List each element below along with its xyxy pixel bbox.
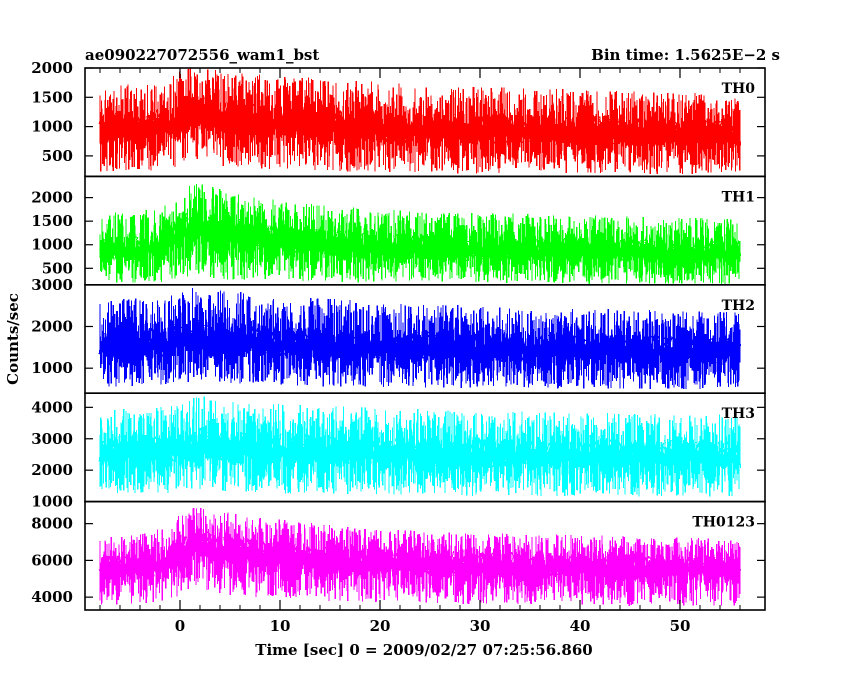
series-th2 xyxy=(98,288,742,390)
panel-0-y-tick-label-3: 2000 xyxy=(31,59,73,77)
panel-th1: 500 1000 1500 2000 TH1 xyxy=(31,175,766,286)
series-th0123-trace xyxy=(98,508,742,606)
panel-3-y-tick-label-2: 3000 xyxy=(31,430,73,448)
x-tick-label-0: 0 xyxy=(175,617,185,635)
chart-title: ae090227072556_wam1_bst xyxy=(85,46,319,64)
x-tick-label-1: 10 xyxy=(270,617,291,635)
y-axis-label: Counts/sec xyxy=(4,293,22,385)
panel-1-y-tick-label-1: 1000 xyxy=(31,236,73,254)
x-tick-label-4: 40 xyxy=(570,617,591,635)
series-th0123 xyxy=(98,508,742,606)
panel-1-series-label: TH1 xyxy=(722,189,755,205)
series-th0 xyxy=(98,68,742,175)
panel-4-y-tick-label-2: 8000 xyxy=(31,515,73,533)
panel-4-series-label: TH0123 xyxy=(692,515,755,531)
x-axis-label: Time [sec] 0 = 2009/02/27 07:25:56.860 xyxy=(255,641,592,659)
x-tick-label-5: 50 xyxy=(670,617,691,635)
panel-2-y-tick-label-2: 3000 xyxy=(31,276,73,294)
panel-1-y-tick-label-0: 500 xyxy=(42,259,73,277)
chart-group: ae090227072556_wam1_bst Bin time: 1.5625E… xyxy=(4,46,780,659)
panel-2-y-tick-label-1: 2000 xyxy=(31,317,73,335)
panel-4-y-tick-label-0: 4000 xyxy=(31,588,73,606)
series-th1-trace xyxy=(98,184,742,285)
panel-0-series-label: TH0 xyxy=(722,81,756,97)
panel-4-y-tick-label-1: 6000 xyxy=(31,551,73,569)
panel-0-y-tick-label-0: 500 xyxy=(42,147,73,165)
panel-4-frame xyxy=(84,500,766,611)
panel-1-y-tick-label-3: 2000 xyxy=(31,189,73,207)
panel-3-y-tick-label-1: 2000 xyxy=(31,461,73,479)
series-th3 xyxy=(98,396,742,497)
panel-th2: 1000 2000 3000 TH2 xyxy=(31,276,766,394)
panel-th3: 1000 2000 3000 4000 TH3 xyxy=(31,392,766,511)
panel-1-y-tick-label-2: 1500 xyxy=(31,212,73,230)
panel-3-series-label: TH3 xyxy=(722,406,755,422)
panel-0-y-tick-label-2: 1500 xyxy=(31,88,73,106)
panel-3-y-tick-label-3: 4000 xyxy=(31,398,73,416)
panel-th0123: 4000 6000 8000 TH0123 xyxy=(31,500,766,611)
panel-2-series-label: TH2 xyxy=(722,298,755,314)
panel-th0: 500 1000 1500 2000 TH0 xyxy=(31,59,766,178)
x-tick-label-2: 20 xyxy=(370,617,391,635)
series-th3-trace xyxy=(98,396,742,497)
series-th0-trace xyxy=(98,68,742,175)
x-tick-label-3: 30 xyxy=(470,617,491,635)
panel-3-y-tick-label-0: 1000 xyxy=(31,493,73,511)
panel-0-y-tick-label-1: 1000 xyxy=(31,118,73,136)
chart-subtitle: Bin time: 1.5625E−2 s xyxy=(591,46,780,64)
panel-2-y-tick-label-0: 1000 xyxy=(31,359,73,377)
series-th1 xyxy=(98,184,742,285)
series-th2-trace xyxy=(98,288,742,390)
